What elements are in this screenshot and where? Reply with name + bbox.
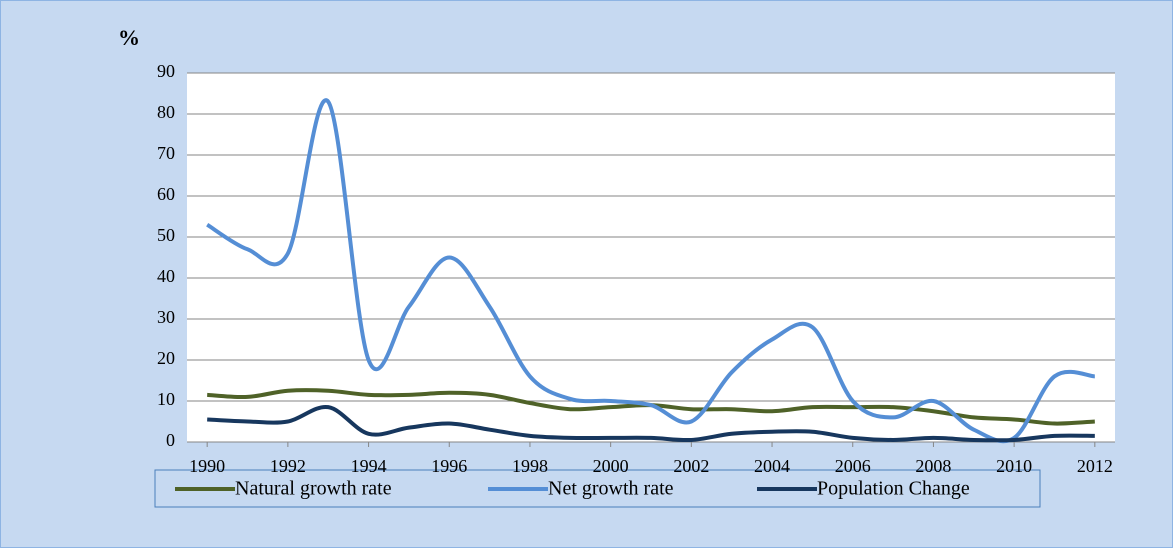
legend-label: Natural growth rate [235,478,392,500]
x-tick-label: 1992 [270,456,306,476]
plot-area [187,73,1115,442]
x-tick-label: 1990 [189,456,225,476]
y-tick-label: 40 [157,266,175,286]
x-tick-label: 2006 [835,456,871,476]
legend [154,469,1041,508]
line [206,98,1096,444]
y-tick-label: 10 [157,389,175,409]
y-tick-label: 20 [157,348,175,368]
x-tick-label: 2008 [915,456,951,476]
x-tick-label: 1994 [351,456,387,476]
y-tick-label: 50 [157,225,175,245]
y-tick-label: 0 [166,430,175,450]
x-tick-label: 2002 [673,456,709,476]
x-tick-label: 1998 [512,456,548,476]
legend-label: Net growth rate [548,478,674,500]
x-tick-label: 2000 [593,456,629,476]
y-tick-label: 60 [157,184,175,204]
x-tick-label: 1996 [431,456,467,476]
y-tick-label: 90 [157,61,175,81]
y-tick-label: 80 [157,102,175,122]
y-tick-label: 30 [157,307,175,327]
x-tick-label: 2012 [1077,456,1113,476]
y-tick-label: 70 [157,143,175,163]
legend-label: Population Change [817,478,970,500]
x-tick-label: 2010 [996,456,1032,476]
line [207,405,1095,443]
y-axis-label: % [118,25,140,50]
x-tick-label: 2004 [754,456,790,476]
